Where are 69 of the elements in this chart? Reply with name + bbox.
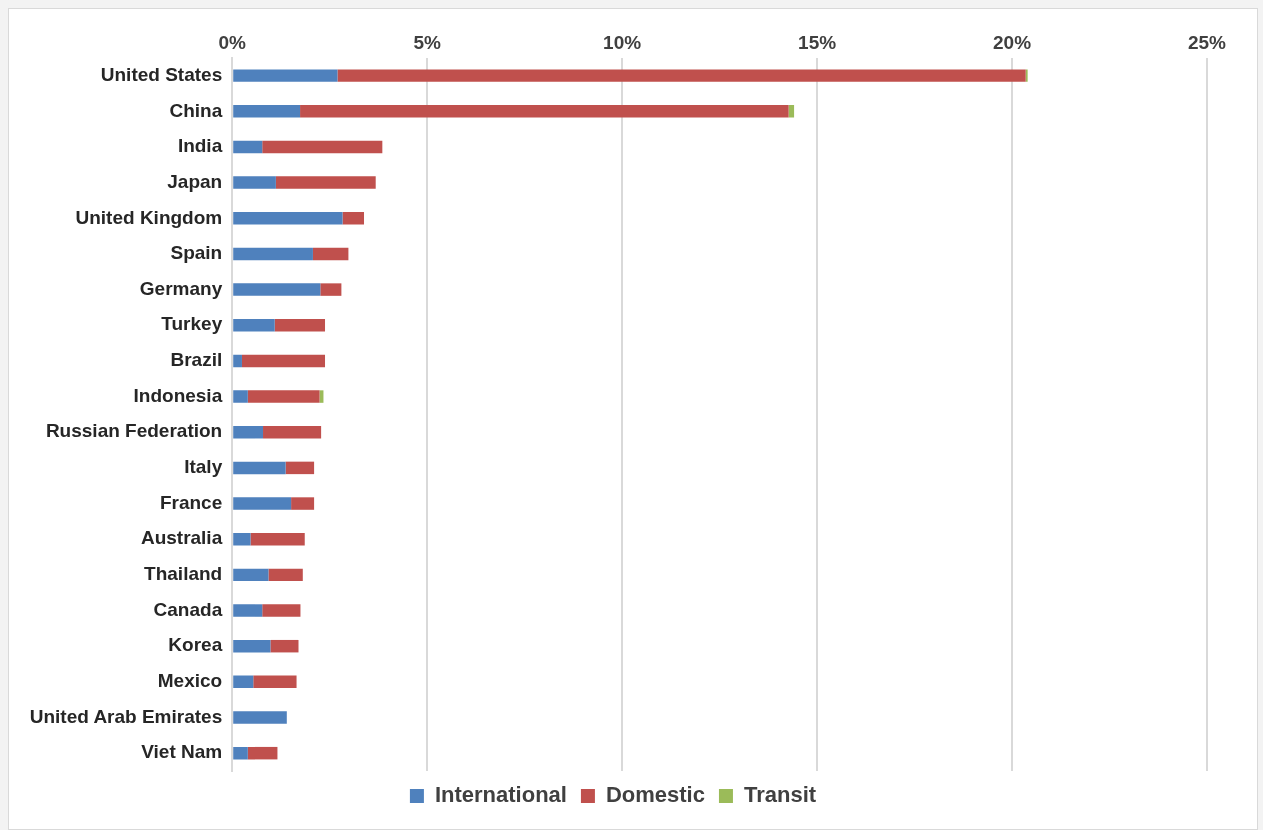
bar bbox=[262, 140, 383, 154]
bar bbox=[233, 711, 287, 724]
y-tick-label: Canada bbox=[153, 598, 223, 620]
bar bbox=[337, 69, 1026, 82]
bar bbox=[233, 140, 263, 154]
x-tick-label: 25% bbox=[1187, 31, 1227, 53]
bar bbox=[788, 105, 795, 118]
bar bbox=[233, 69, 338, 82]
bar bbox=[320, 283, 342, 296]
x-tick-label: 15% bbox=[798, 31, 837, 53]
x-tick-label: 20% bbox=[993, 31, 1032, 53]
bar bbox=[233, 319, 275, 332]
bar bbox=[233, 746, 248, 760]
y-tick-label: Indonesia bbox=[133, 384, 223, 406]
bar bbox=[263, 425, 322, 439]
bar bbox=[342, 212, 365, 225]
bar bbox=[241, 354, 326, 368]
y-tick-label: Thailand bbox=[144, 563, 223, 585]
y-tick-label: Mexico bbox=[157, 670, 223, 692]
bar bbox=[233, 461, 286, 475]
bar bbox=[274, 319, 326, 332]
y-tick-label: Turkey bbox=[161, 313, 223, 335]
bar bbox=[233, 568, 269, 582]
legend-label: Transit bbox=[743, 782, 817, 808]
y-tick-label: Germany bbox=[139, 277, 223, 299]
y-tick-label: Japan bbox=[167, 170, 223, 192]
bar bbox=[262, 604, 301, 617]
y-tick-label: Viet Nam bbox=[141, 741, 223, 763]
y-tick-label: United States bbox=[100, 63, 223, 85]
bar bbox=[233, 212, 343, 225]
y-tick-label: India bbox=[177, 135, 223, 157]
bar bbox=[300, 105, 789, 118]
bar bbox=[291, 497, 315, 510]
y-tick-label: France bbox=[159, 491, 223, 513]
bar bbox=[233, 497, 292, 510]
x-tick-label: 10% bbox=[603, 31, 642, 53]
bar bbox=[233, 105, 301, 118]
bar bbox=[275, 176, 376, 189]
y-tick-label: China bbox=[169, 99, 223, 121]
bar bbox=[233, 176, 276, 189]
y-tick-label: Italy bbox=[184, 456, 223, 478]
y-tick-label: Russian Federation bbox=[45, 420, 223, 442]
bar bbox=[233, 354, 242, 368]
bar bbox=[233, 390, 248, 403]
y-tick-label: United Arab Emirates bbox=[29, 705, 223, 727]
bar bbox=[253, 675, 297, 689]
y-tick-label: Spain bbox=[170, 242, 223, 264]
bar bbox=[233, 675, 254, 689]
bar bbox=[247, 390, 320, 403]
bar bbox=[270, 639, 299, 653]
bar bbox=[233, 639, 271, 653]
y-tick-label: Brazil bbox=[170, 349, 223, 371]
bar bbox=[247, 746, 278, 760]
bar bbox=[268, 568, 303, 582]
y-tick-label: United Kingdom bbox=[75, 206, 223, 228]
y-tick-label: Australia bbox=[140, 527, 223, 549]
x-tick-label: 0% bbox=[218, 31, 247, 53]
bar bbox=[250, 532, 305, 546]
bar bbox=[233, 425, 264, 439]
bar bbox=[312, 247, 349, 261]
bar bbox=[233, 604, 263, 617]
legend-label: International bbox=[434, 782, 567, 808]
bar bbox=[233, 532, 251, 546]
bar bbox=[233, 283, 321, 296]
bar bbox=[233, 247, 313, 261]
y-tick-label: Korea bbox=[168, 634, 223, 656]
x-tick-label: 5% bbox=[413, 31, 442, 53]
legend-label: Domestic bbox=[605, 782, 705, 808]
bar bbox=[285, 461, 315, 475]
